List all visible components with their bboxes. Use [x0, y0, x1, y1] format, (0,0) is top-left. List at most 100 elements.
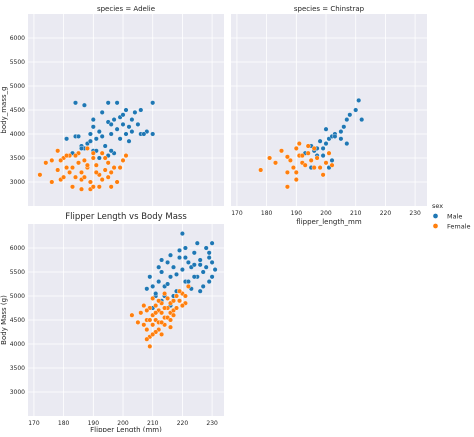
data-point-female	[138, 310, 144, 316]
data-point-male	[123, 131, 129, 137]
data-point-female	[78, 169, 84, 175]
data-point-male	[347, 112, 353, 118]
data-point-male	[81, 102, 87, 108]
data-point-female	[182, 293, 188, 299]
data-point-male	[64, 136, 70, 142]
data-point-male	[96, 155, 102, 161]
data-point-female	[141, 322, 147, 328]
data-point-male	[323, 126, 329, 132]
data-point-female	[299, 153, 305, 159]
y-tick-label: 5000	[10, 83, 25, 90]
data-point-male	[78, 145, 84, 151]
data-point-female	[87, 179, 93, 185]
data-point-male	[206, 255, 212, 261]
data-point-male	[182, 245, 188, 251]
data-point-female	[69, 184, 75, 190]
data-point-female	[167, 317, 173, 323]
data-point-female	[99, 177, 105, 183]
data-point-male	[126, 138, 132, 144]
data-point-female	[64, 153, 70, 159]
plot-panel: 170 180 190 200 210 220 230 species = Chinstrap…	[231, 5, 427, 226]
data-point-female	[308, 157, 314, 163]
y-tick-label: 3000	[10, 179, 25, 186]
data-point-female	[173, 305, 179, 311]
data-point-female	[293, 169, 299, 175]
data-point-male	[150, 283, 156, 289]
data-point-male	[147, 274, 153, 280]
x-tick-label: 230	[409, 210, 421, 217]
data-point-male	[179, 231, 185, 237]
x-tick-label: 200	[117, 420, 129, 427]
y-tick-label: 5000	[10, 293, 25, 300]
data-point-female	[323, 160, 329, 166]
data-point-male	[197, 257, 203, 263]
y-tick-label: 4500	[10, 317, 25, 324]
y-tick-label: 6000	[10, 245, 25, 252]
y-tick-label: 3500	[10, 365, 25, 372]
data-point-female	[150, 322, 156, 328]
data-point-male	[111, 117, 117, 123]
y-tick-label: 5500	[10, 269, 25, 276]
data-point-female	[326, 150, 332, 156]
data-point-male	[156, 279, 162, 285]
data-point-female	[293, 177, 299, 183]
data-point-female	[287, 157, 293, 163]
data-point-female	[120, 157, 126, 163]
data-point-female	[84, 145, 90, 151]
x-tick-label: 220	[177, 420, 189, 427]
y-tick-label: 4000	[10, 131, 25, 138]
data-point-male	[138, 107, 144, 113]
x-axis-label: flipper_length_mm	[296, 218, 362, 226]
data-point-female	[317, 165, 323, 171]
data-point-male	[90, 124, 96, 130]
data-point-female	[144, 327, 150, 333]
data-point-female	[81, 157, 87, 163]
data-point-female	[305, 150, 311, 156]
data-point-female	[159, 319, 165, 325]
y-tick-label: 3500	[10, 155, 25, 162]
x-tick-label: 210	[350, 210, 362, 217]
data-point-male	[153, 291, 159, 297]
x-tick-label: 180	[58, 420, 70, 427]
data-point-female	[93, 162, 99, 168]
data-point-female	[84, 162, 90, 168]
data-point-male	[206, 279, 212, 285]
data-point-male	[87, 138, 93, 144]
data-point-female	[129, 312, 135, 318]
data-point-male	[117, 136, 123, 142]
y-axis-label: body_mass_g	[0, 86, 8, 133]
data-point-female	[81, 174, 87, 180]
data-point-male	[176, 247, 182, 253]
x-tick-label: 190	[291, 210, 303, 217]
data-point-female	[147, 343, 153, 349]
data-point-male	[120, 121, 126, 127]
data-point-female	[72, 174, 78, 180]
data-point-male	[105, 100, 111, 106]
data-point-male	[203, 245, 209, 251]
data-point-male	[120, 112, 126, 118]
data-point-female	[284, 169, 290, 175]
data-point-female	[55, 148, 61, 154]
data-point-female	[93, 169, 99, 175]
data-point-female	[43, 160, 49, 166]
data-point-female	[102, 167, 108, 173]
data-point-male	[341, 124, 347, 130]
data-point-female	[123, 153, 129, 159]
data-point-male	[329, 157, 335, 163]
data-point-male	[320, 145, 326, 151]
data-point-female	[147, 317, 153, 323]
data-point-female	[267, 155, 273, 161]
data-point-male	[209, 274, 215, 280]
data-point-male	[114, 126, 120, 132]
data-point-male	[185, 279, 191, 285]
data-point-male	[194, 240, 200, 246]
data-point-female	[165, 295, 171, 301]
data-point-female	[61, 174, 67, 180]
data-point-female	[144, 307, 150, 313]
data-point-male	[209, 240, 215, 246]
data-point-male	[108, 121, 114, 127]
y-tick-label: 4000	[10, 341, 25, 348]
data-point-female	[293, 145, 299, 151]
data-point-male	[150, 131, 156, 137]
data-point-male	[132, 109, 138, 115]
